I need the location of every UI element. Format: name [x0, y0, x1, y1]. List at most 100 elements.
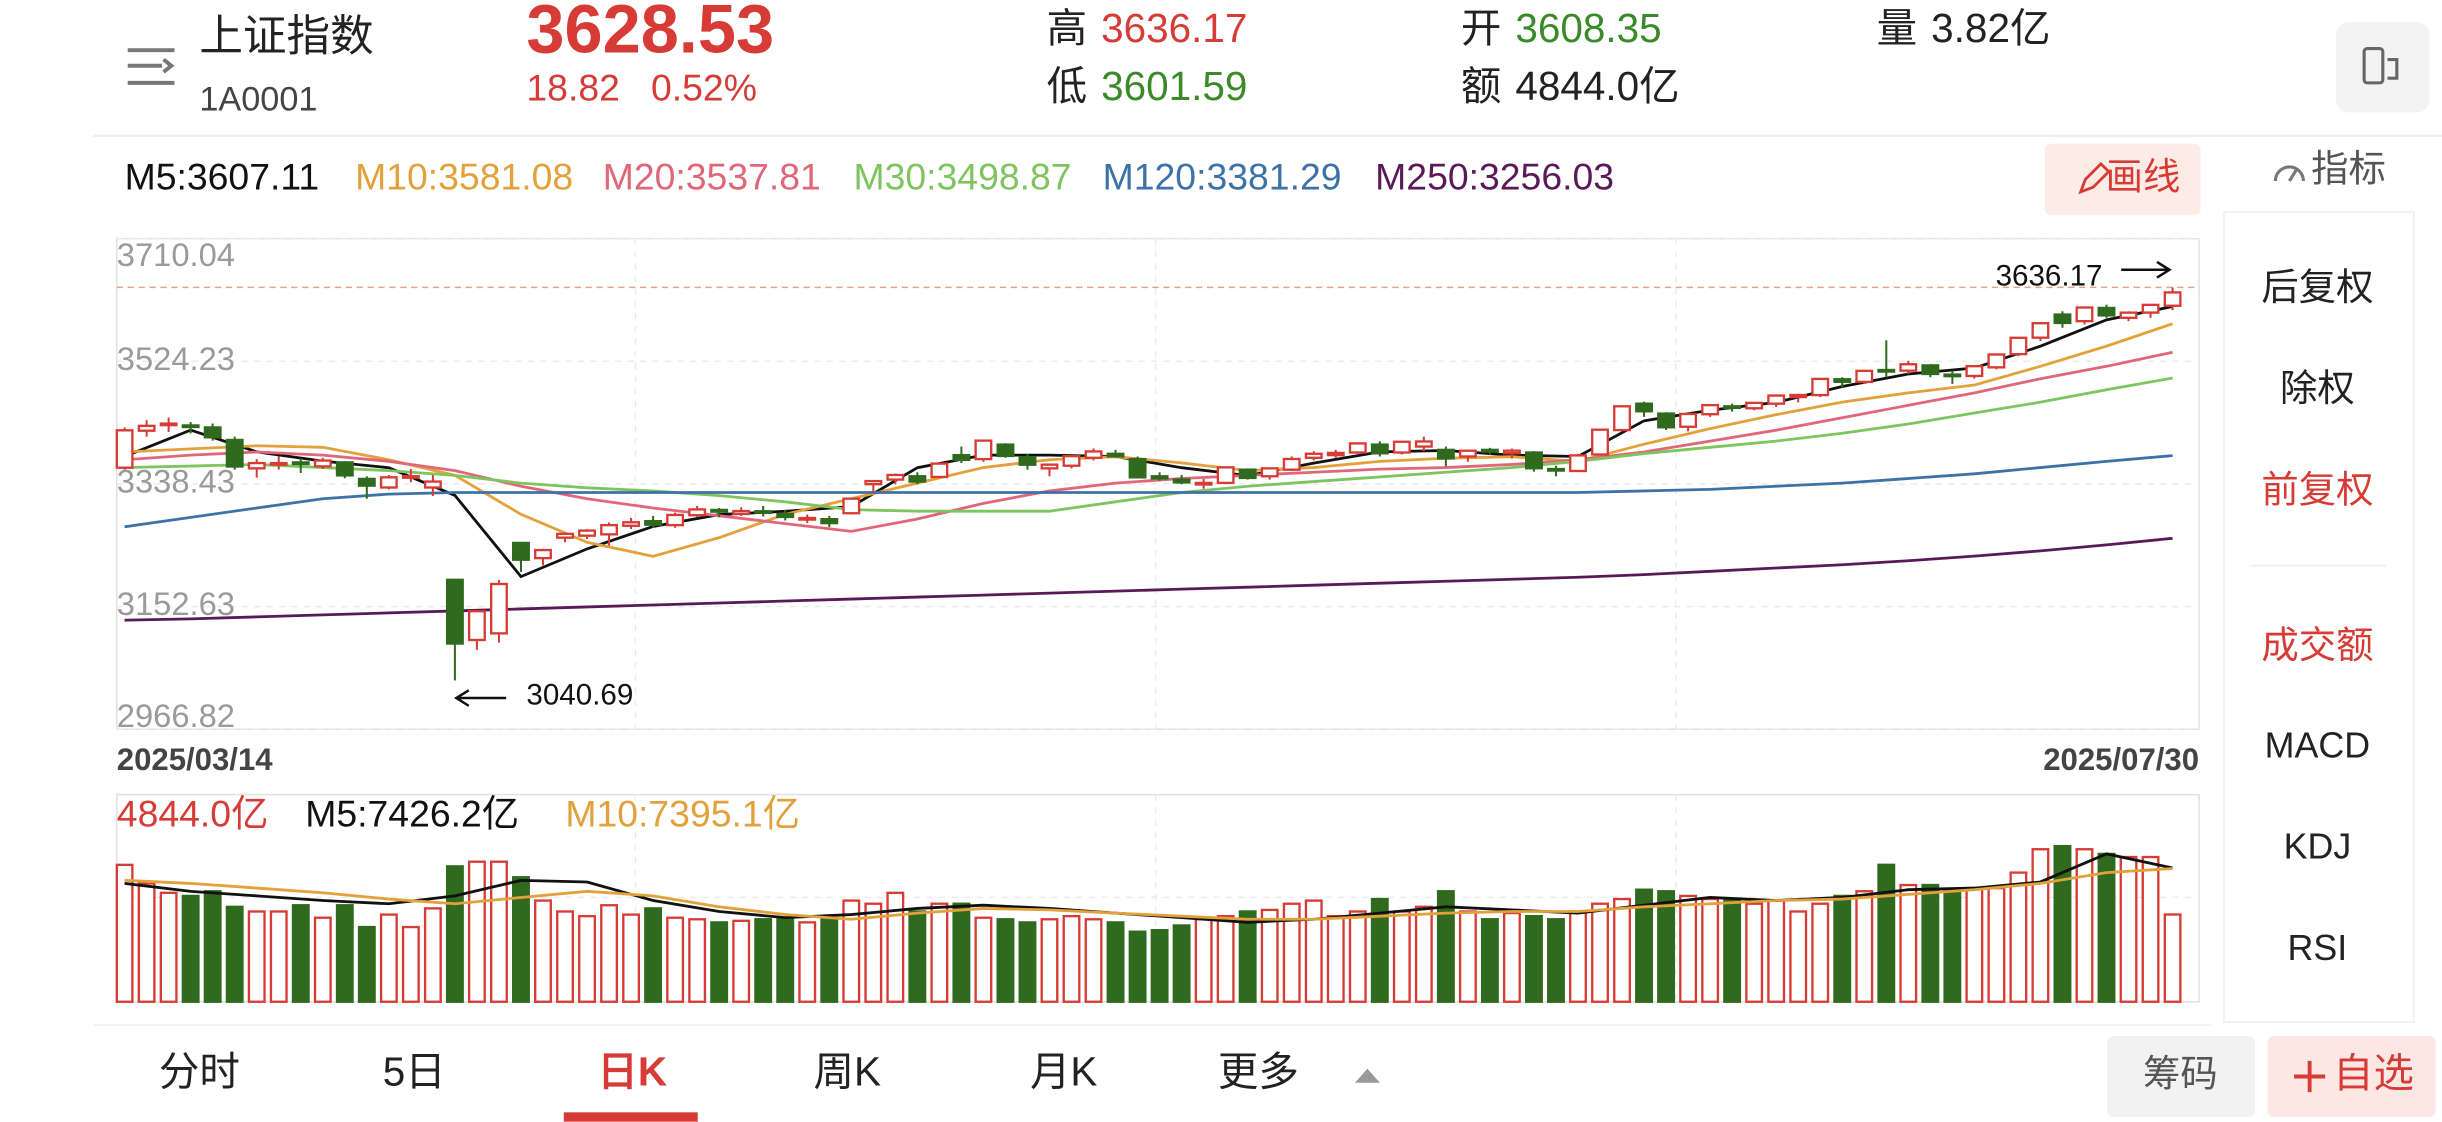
candle-body [2141, 303, 2160, 314]
volume-bar [2031, 848, 2050, 1003]
chips-button[interactable]: 筹码 [2107, 1036, 2256, 1117]
candle-body [754, 510, 773, 514]
side-menu-item[interactable]: 后复权 [2261, 266, 2373, 308]
tab[interactable]: 周K [813, 1049, 881, 1095]
volume-bar [1943, 890, 1962, 1003]
candle-body [710, 508, 729, 513]
draw-label: 画线 [2106, 155, 2181, 197]
candle-body [1723, 405, 1742, 410]
side-menu-item[interactable]: 除权 [2280, 367, 2355, 409]
volume-bar [1877, 863, 1896, 1003]
side-menu-item[interactable]: 成交额 [2261, 624, 2373, 666]
volume-ma-legend: M10:7395.1亿 [565, 792, 800, 834]
orientation-button[interactable] [2336, 22, 2430, 113]
volume-bar [974, 916, 993, 1003]
candle-body [644, 519, 663, 526]
candle-body [1899, 363, 1918, 372]
side-panel [2223, 211, 2415, 1023]
volume-bar [578, 914, 596, 1003]
volume-bar [313, 916, 332, 1003]
candle-body [291, 461, 310, 466]
volume-bar [732, 919, 751, 1003]
volume-bar [864, 902, 883, 1003]
tab[interactable]: 分时 [159, 1049, 240, 1095]
ma-line [124, 454, 2173, 529]
candle-body [930, 462, 949, 479]
candle-body [1745, 401, 1764, 410]
side-menu-item[interactable]: MACD [2265, 725, 2370, 765]
candle-body [908, 475, 927, 483]
add-watchlist-button[interactable]: 自选 [2267, 1036, 2436, 1117]
candle-body [2031, 322, 2050, 339]
volume-bar [335, 904, 354, 1003]
ma-line [124, 322, 2174, 558]
ma-legend: M120:3381.29 [1103, 155, 1342, 197]
candle-body [423, 480, 442, 489]
tab[interactable]: 月K [1030, 1049, 1098, 1095]
tab-active[interactable]: 日K [597, 1049, 667, 1095]
candle-body [115, 429, 134, 469]
candle-body [225, 438, 244, 468]
candle-body [1150, 475, 1169, 480]
low-value: 3601.59 [1101, 63, 1247, 109]
volume-bar [1018, 921, 1037, 1003]
ma-legend: M10:3581.08 [355, 155, 573, 197]
volume-bar [1172, 924, 1191, 1003]
open-value: 3608.35 [1515, 5, 1661, 51]
draw-button[interactable]: 画线 [2044, 143, 2201, 216]
volume-bar [2053, 844, 2072, 1003]
volume-bar [1040, 918, 1059, 1003]
volume-bar [467, 860, 486, 1003]
candle-body [952, 453, 971, 462]
candle-body [1282, 457, 1301, 471]
candle-body [1569, 454, 1587, 473]
candle-body [534, 548, 552, 560]
side-menu-item[interactable]: 前复权 [2261, 468, 2373, 510]
indicators-button[interactable]: 指标 [2273, 148, 2386, 190]
candle-body [688, 508, 707, 517]
volume-bar [2119, 855, 2138, 1003]
candle-body [1502, 449, 1521, 455]
menu-icon[interactable] [127, 48, 175, 85]
candle-body [842, 497, 861, 515]
volume-bar [1304, 899, 1323, 1003]
amount-label: 额 [1461, 63, 1502, 109]
volume-bar [1238, 910, 1257, 1003]
volume-bar [952, 902, 971, 1003]
y-tick-label: 2966.82 [117, 697, 235, 734]
volume-bar [1745, 902, 1764, 1003]
candle-body [1392, 440, 1411, 454]
volume-bar [1260, 908, 1279, 1003]
index-name: 上证指数 [199, 13, 373, 61]
candle-body [1613, 405, 1631, 432]
volume-bar [2009, 871, 2028, 1003]
tab[interactable]: 5日 [383, 1049, 446, 1095]
volume-bar [357, 925, 376, 1003]
volume-bar [600, 904, 619, 1003]
candle-body [1789, 393, 1808, 399]
volume-bar [710, 921, 729, 1003]
volume-label: 4844.0亿 [117, 792, 269, 834]
low-marker-label: 3040.69 [526, 678, 633, 711]
tab[interactable]: 更多 [1218, 1049, 1299, 1095]
volume-bar [512, 876, 530, 1003]
volume-bar [203, 890, 222, 1003]
side-menu-item[interactable]: KDJ [2284, 827, 2352, 867]
side-menu-item[interactable]: RSI [2288, 928, 2348, 968]
candle-body [1635, 402, 1654, 413]
candle-body [313, 459, 332, 468]
price: 3628.53 [526, 0, 774, 68]
volume-bar [1767, 899, 1786, 1003]
candle-body [1348, 442, 1367, 454]
volume-bar [1282, 902, 1301, 1003]
volume-bar [1062, 914, 1081, 1003]
volume-bar [1392, 910, 1411, 1003]
candle-body [1216, 466, 1235, 485]
volume-bar [1216, 914, 1235, 1003]
volume-bar [1106, 921, 1125, 1003]
volume-bar [291, 904, 310, 1003]
volume-bar [159, 891, 178, 1003]
candle-body [622, 521, 641, 527]
volume-bar [1965, 886, 1984, 1003]
candle-body [467, 610, 486, 642]
